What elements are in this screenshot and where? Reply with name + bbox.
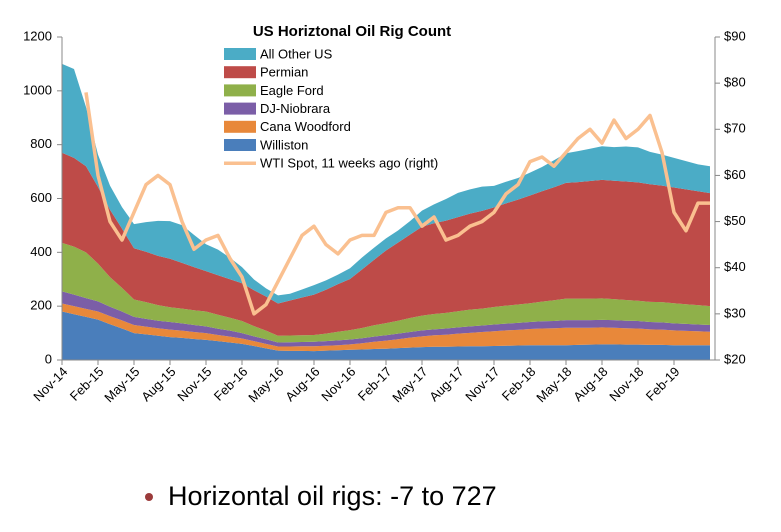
y2-tick-label: $80	[724, 75, 746, 90]
legend-label: All Other US	[260, 46, 333, 61]
legend-label: Cana Woodford	[260, 119, 351, 134]
y-tick-label: 200	[30, 298, 52, 313]
y-tick-label: 800	[30, 136, 52, 151]
y-tick-label: 400	[30, 244, 52, 259]
y2-tick-label: $90	[724, 28, 746, 43]
legend-label: WTI Spot, 11 weeks ago (right)	[260, 156, 438, 171]
x-tick-label: Nov-15	[174, 364, 214, 404]
x-tick-label: Nov-17	[462, 364, 502, 404]
x-tick-label: Aug-18	[570, 364, 610, 404]
legend-label: DJ-Niobrara	[260, 101, 331, 116]
legend-label: Williston	[260, 137, 308, 152]
chart-title: US Horiztonal Oil Rig Count	[253, 23, 451, 40]
y2-tick-label: $40	[724, 259, 746, 274]
x-tick-label: Aug-17	[426, 364, 466, 404]
x-tick-label: Feb-16	[211, 364, 251, 404]
y2-tick-label: $20	[724, 351, 746, 366]
x-tick-label: May-18	[533, 364, 574, 405]
area	[62, 303, 710, 352]
bullet-dot	[145, 493, 153, 501]
legend-label: Eagle Ford	[260, 83, 324, 98]
x-tick-label: Nov-14	[30, 364, 70, 404]
area	[62, 242, 710, 343]
y2-tick-label: $50	[724, 213, 746, 228]
x-tick-label: Aug-15	[138, 364, 178, 404]
x-tick-label: Feb-15	[67, 364, 107, 404]
area	[62, 291, 710, 347]
x-tick-label: Feb-17	[355, 364, 395, 404]
legend-swatch	[224, 48, 256, 60]
legend-swatch	[224, 66, 256, 79]
y-tick-label: 1000	[23, 82, 52, 97]
area	[62, 311, 710, 360]
x-tick-label: May-15	[101, 364, 142, 405]
legend-swatch	[224, 84, 256, 97]
legend-swatch	[224, 102, 256, 115]
x-tick-label: Nov-16	[318, 364, 358, 404]
x-tick-label: Feb-19	[643, 364, 683, 404]
x-tick-label: Feb-18	[499, 364, 539, 404]
legend-swatch	[224, 139, 256, 151]
y2-tick-label: $30	[724, 305, 746, 320]
line	[84, 92, 710, 316]
legend-swatch	[224, 120, 256, 133]
bullet-text: Horizontal oil rigs: -7 to 727	[168, 481, 497, 511]
y-tick-label: 0	[45, 351, 52, 366]
y-tick-label: 600	[30, 190, 52, 205]
y-tick-label: 1200	[23, 28, 52, 43]
x-tick-label: Aug-16	[282, 364, 322, 404]
x-tick-label: Nov-18	[606, 364, 646, 404]
x-tick-label: May-17	[389, 364, 430, 405]
area	[62, 152, 710, 336]
y2-tick-label: $70	[724, 121, 746, 136]
x-tick-label: May-16	[245, 364, 286, 405]
legend-label: Permian	[260, 65, 308, 80]
y2-tick-label: $60	[724, 167, 746, 182]
